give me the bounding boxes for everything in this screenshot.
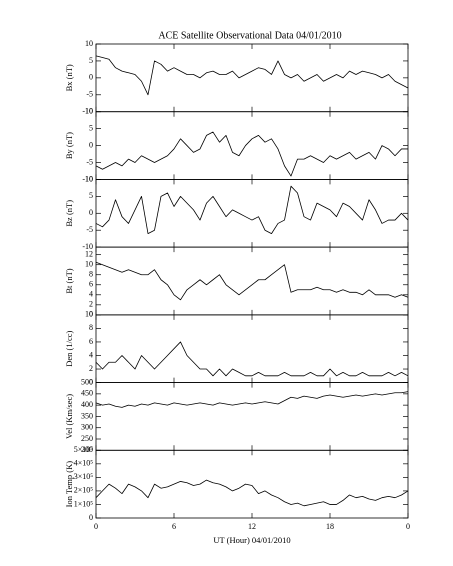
x-tick-label: 0 (406, 522, 410, 531)
y-tick-label: 5 (89, 191, 93, 200)
y-tick-label: 250 (81, 434, 93, 443)
y-tick-label: 4 (89, 290, 93, 299)
y-tick-label: 0 (89, 513, 93, 522)
y-tick-label: 500 (81, 377, 93, 386)
y-axis-title: Ion Temp (K) (64, 461, 74, 508)
panel-frame (95, 43, 409, 113)
data-line (95, 55, 409, 96)
data-line (95, 479, 409, 507)
y-tick-label: 4 (89, 350, 93, 359)
y-tick-label: 2 (89, 364, 93, 373)
y-tick-label: 6 (89, 337, 93, 346)
panel-frame (95, 246, 409, 316)
y-tick-label: 350 (81, 411, 93, 420)
y-tick-label: 12 (85, 249, 93, 258)
panel-frame (95, 449, 409, 519)
y-tick-label: 5 (89, 56, 93, 65)
y-tick-label: -5 (86, 90, 93, 99)
x-tick-label: 6 (172, 522, 176, 531)
data-line (95, 341, 409, 377)
y-tick-label: -5 (86, 225, 93, 234)
y-tick-label: -10 (82, 174, 93, 183)
panel-frame (95, 179, 409, 248)
y-tick-label: 8 (89, 270, 93, 279)
y-tick-label: 0 (89, 310, 93, 319)
y-tick-label: 200 (81, 445, 93, 454)
x-tick-label: 12 (248, 522, 256, 531)
x-tick-label: 18 (326, 522, 334, 531)
y-tick-label: 2×10⁵ (74, 486, 94, 495)
data-line (95, 185, 409, 234)
y-tick-label: 0 (89, 208, 93, 217)
y-tick-label: 6 (89, 280, 93, 289)
y-tick-label: 0 (89, 140, 93, 149)
data-line (95, 131, 408, 177)
chart-title: ACE Satellite Observational Data 04/01/2… (158, 30, 341, 41)
y-tick-label: 10 (85, 174, 93, 183)
y-axis-title: Vel (Km/sec) (64, 394, 74, 439)
y-tick-label: 5×10⁵ (74, 445, 94, 454)
y-tick-label: 10 (85, 310, 93, 319)
y-tick-label: 4×10⁵ (74, 459, 94, 468)
y-tick-label: 3×10⁵ (74, 472, 94, 481)
y-axis-title: Bt (nT) (64, 268, 74, 293)
y-tick-label: 10 (85, 260, 93, 269)
y-tick-label: 10 (85, 107, 93, 116)
y-axis-title: Bz (nT) (64, 200, 74, 227)
y-tick-label: 2 (89, 300, 93, 309)
y-axis-title: By (nT) (64, 132, 74, 159)
panel-frame (95, 382, 409, 451)
y-tick-label: 1×10⁵ (74, 499, 94, 508)
panel-frame (95, 111, 409, 180)
x-axis-title: UT (Hour) 04/01/2010 (213, 535, 290, 545)
y-tick-label: -5 (86, 157, 93, 166)
y-tick-label: 5 (89, 123, 93, 132)
y-tick-label: -10 (82, 242, 93, 251)
data-line (95, 261, 409, 301)
y-axis-title: Den (1/cc) (64, 330, 74, 366)
x-tick-label: 0 (94, 522, 98, 531)
y-tick-label: 300 (81, 423, 93, 432)
y-tick-label: 0 (89, 377, 93, 386)
y-tick-label: 0 (89, 73, 93, 82)
y-tick-label: 10 (85, 39, 93, 48)
y-tick-label: 450 (81, 389, 93, 398)
panel-frame (95, 314, 409, 383)
y-axis-title: Bx (nT) (64, 64, 74, 91)
data-line (95, 391, 409, 408)
y-tick-label: 400 (81, 400, 93, 409)
y-tick-label: 8 (89, 323, 93, 332)
y-tick-label: -10 (82, 107, 93, 116)
